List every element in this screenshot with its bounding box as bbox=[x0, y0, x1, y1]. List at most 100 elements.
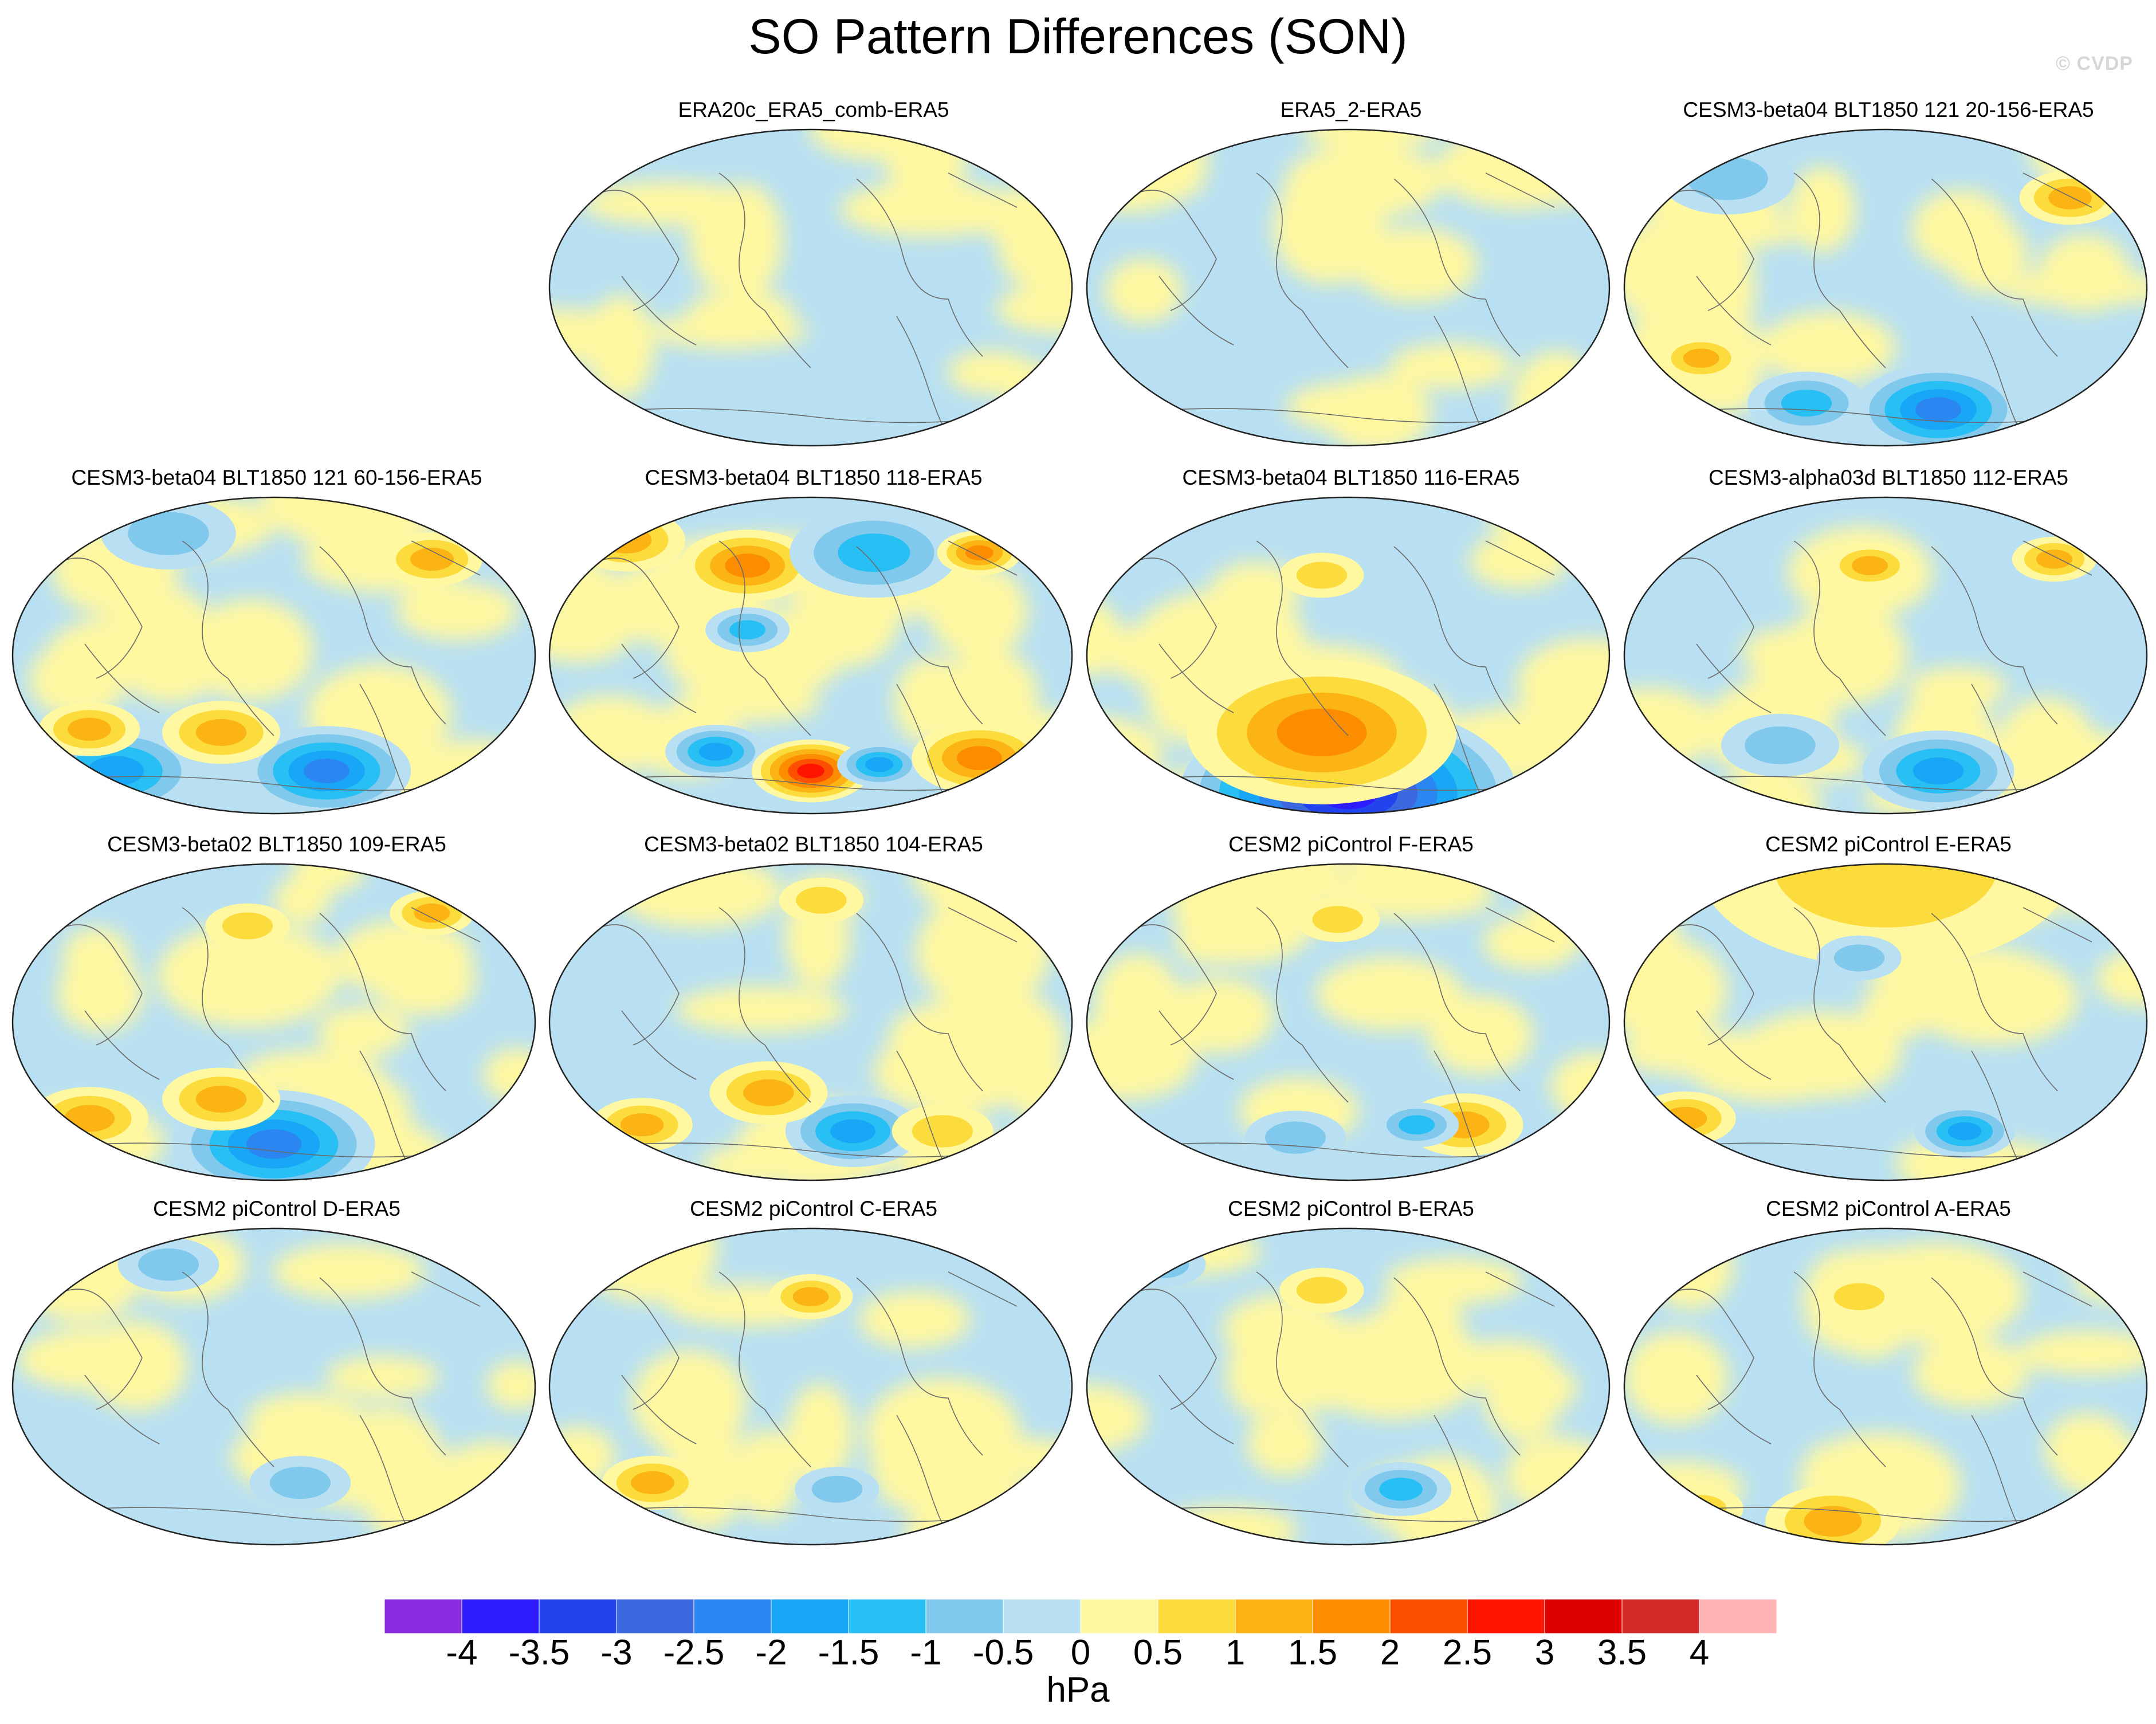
colorbar-swatch bbox=[616, 1599, 694, 1634]
anomaly-contour bbox=[68, 717, 111, 741]
colorbar-swatch bbox=[1544, 1599, 1623, 1634]
map-panel: CESM2 piControl F-ERA5 bbox=[1085, 832, 1617, 1199]
coastline bbox=[2023, 1271, 2092, 1307]
panel-title: ERA20c_ERA5_comb-ERA5 bbox=[678, 98, 949, 121]
coastline bbox=[84, 1010, 160, 1080]
anomaly-contour bbox=[1915, 397, 1962, 422]
panel-title: CESM2 piControl B-ERA5 bbox=[1228, 1197, 1474, 1220]
colorbar-tick-label: 1 bbox=[1225, 1633, 1246, 1672]
anomaly-contour bbox=[631, 1471, 674, 1495]
anomaly-contour bbox=[410, 547, 454, 571]
map-panel: CESM3-beta02 BLT1850 104-ERA5 bbox=[547, 832, 1080, 1199]
colorbar-swatch bbox=[771, 1599, 849, 1634]
coastline bbox=[1158, 1375, 1234, 1444]
coastline bbox=[2023, 172, 2092, 208]
colorbar-units-label: hPa bbox=[1046, 1670, 1110, 1710]
coastline bbox=[359, 1415, 406, 1525]
anomaly-contour bbox=[729, 620, 766, 639]
map-panel: CESM2 piControl A-ERA5 bbox=[1622, 1196, 2155, 1563]
anomaly-contour bbox=[1121, 1242, 1206, 1287]
colorbar-tick-label: 3.5 bbox=[1597, 1633, 1647, 1672]
colorbar-tick-label: -4 bbox=[446, 1633, 478, 1672]
anomaly-contour bbox=[1774, 864, 1997, 928]
coastline bbox=[1130, 924, 1217, 1046]
anomaly-contour bbox=[1687, 157, 1768, 201]
coastline bbox=[1434, 1050, 1480, 1160]
panel-title: CESM2 piControl A-ERA5 bbox=[1766, 1197, 2011, 1220]
robinson-map bbox=[1623, 496, 2148, 815]
colorbar-tick-label: -1 bbox=[910, 1633, 942, 1672]
robinson-map bbox=[1086, 496, 1611, 815]
map-panel: CESM2 piControl E-ERA5 bbox=[1622, 832, 2155, 1199]
colorbar-tick-label: 1.5 bbox=[1287, 1633, 1338, 1672]
robinson-map bbox=[11, 1227, 536, 1546]
colorbar-swatch bbox=[461, 1599, 540, 1634]
coastline bbox=[718, 907, 811, 1103]
colorbar-swatch bbox=[384, 1599, 462, 1634]
figure-title: SO Pattern Differences (SON) bbox=[748, 9, 1408, 64]
anomaly-contour bbox=[584, 517, 669, 563]
coastline bbox=[1130, 557, 1217, 679]
colorbar-swatch bbox=[925, 1599, 1004, 1634]
coastline bbox=[1971, 684, 2018, 794]
robinson-map bbox=[1086, 1227, 1611, 1546]
coastline bbox=[1667, 924, 1754, 1046]
panel-title: ERA5_2-ERA5 bbox=[1280, 98, 1422, 121]
map-panel: CESM3-beta04 BLT1850 121 20-156-ERA5 bbox=[1622, 97, 2155, 464]
coastline bbox=[621, 1375, 697, 1444]
colorbar bbox=[384, 1599, 1777, 1634]
coastline bbox=[1256, 907, 1349, 1103]
anomaly-contour bbox=[830, 1119, 875, 1144]
coastline bbox=[1971, 1050, 2018, 1160]
anomaly-contour bbox=[600, 526, 652, 553]
coastline bbox=[411, 540, 481, 576]
coastline bbox=[1393, 546, 1521, 725]
coastline bbox=[359, 1050, 406, 1160]
coastline bbox=[621, 276, 697, 345]
map-panel: CESM3-alpha03d BLT1850 112-ERA5 bbox=[1622, 465, 2155, 832]
anomaly-contour bbox=[1912, 757, 1964, 785]
anomaly-contour bbox=[2036, 549, 2072, 569]
coastline bbox=[1434, 1415, 1480, 1525]
coastline bbox=[896, 1415, 943, 1525]
anomaly-contour bbox=[620, 1113, 664, 1137]
anomaly-contour bbox=[1851, 556, 1888, 575]
coastline bbox=[1696, 1010, 1772, 1080]
coastline bbox=[1158, 276, 1234, 345]
colorbar-swatch bbox=[1621, 1599, 1700, 1634]
coastline bbox=[1696, 276, 1772, 345]
coastline bbox=[1485, 1271, 1555, 1307]
robinson-map bbox=[548, 496, 1073, 815]
coastline bbox=[1793, 907, 1886, 1103]
robinson-map bbox=[548, 863, 1073, 1181]
map-panel: CESM3-beta04 BLT1850 118-ERA5 bbox=[547, 465, 1080, 832]
colorbar-swatch bbox=[1080, 1599, 1158, 1634]
anomaly-contour bbox=[965, 545, 993, 560]
colorbar-swatch bbox=[1003, 1599, 1081, 1634]
anomaly-contour bbox=[270, 1466, 331, 1499]
anomaly-contour bbox=[1296, 561, 1348, 589]
panel-title: CESM2 piControl C-ERA5 bbox=[690, 1197, 937, 1220]
anomaly-contour bbox=[699, 743, 733, 761]
coastline bbox=[621, 643, 697, 713]
anomaly-contour bbox=[957, 746, 1002, 771]
cvdp-watermark: © CVDP bbox=[2056, 53, 2133, 74]
coastline bbox=[56, 1289, 143, 1410]
coastline bbox=[2023, 540, 2092, 576]
coastline bbox=[896, 316, 943, 426]
coastline bbox=[1667, 190, 1754, 311]
coastline bbox=[1434, 316, 1480, 426]
coastline bbox=[1696, 1375, 1772, 1444]
map-panel: CESM2 piControl C-ERA5 bbox=[547, 1196, 1080, 1563]
colorbar-swatch bbox=[1389, 1599, 1468, 1634]
coastline bbox=[592, 190, 680, 311]
coastline bbox=[56, 557, 143, 679]
coastline bbox=[182, 540, 274, 736]
colorbar-tick-label: -0.5 bbox=[972, 1633, 1034, 1672]
colorbar-tick-label: -1.5 bbox=[818, 1633, 879, 1672]
coastline bbox=[1158, 643, 1234, 713]
coastline bbox=[319, 546, 446, 725]
colorbar-swatch bbox=[848, 1599, 926, 1634]
robinson-map bbox=[548, 128, 1073, 447]
robinson-map bbox=[1623, 863, 2148, 1181]
